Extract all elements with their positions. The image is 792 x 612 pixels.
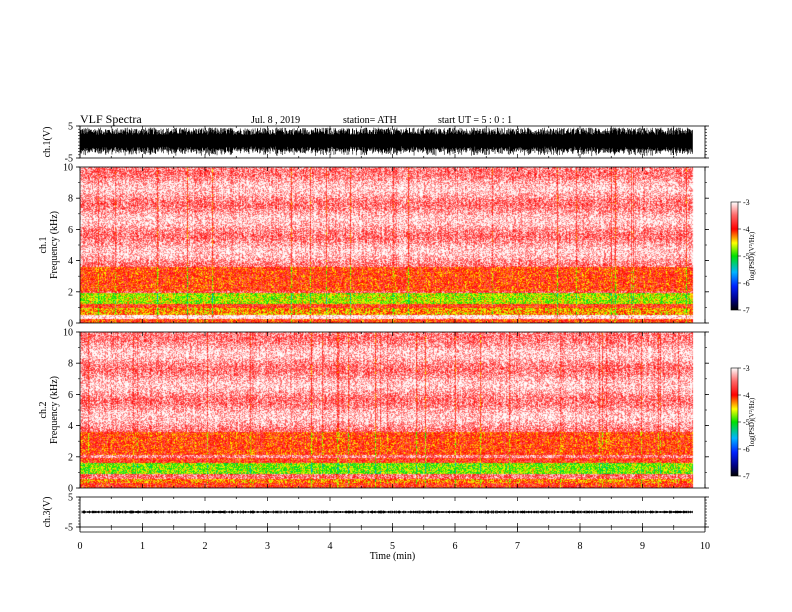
header-start-ut: start UT = 5 : 0 : 1 [438,115,512,126]
ch2-spectrogram-heatmap-canvas [80,332,705,488]
ch3-waveform-panel: 5 -5 ch.3(V) [42,493,709,534]
ch1-spectrogram-heatmap-canvas [80,167,705,323]
time-axis-tick-label: 4 [328,541,333,552]
ch1-colorbar: -3 -4 -5 -6 -7 log(PSD)(V²/Hz) [730,198,756,315]
header-date: Jul. 8 , 2019 [251,115,300,126]
ch1-waveform-trace [79,127,693,157]
ch2-spectrogram-tick-label: 4 [68,421,73,432]
ch1-colorbar-tick-label: -5 [743,252,750,261]
ch2-spectrogram-tick-label: 10 [63,328,73,339]
ch1-colorbar-tick-label: -4 [743,225,750,234]
time-axis-label: Time (min) [370,551,415,562]
figure-title: VLF Spectra [80,112,142,126]
header-station: station= ATH [343,115,397,126]
ch1-spectrogram-tick-label: 0 [68,319,73,330]
ch1-spectrogram-tick-label: 10 [63,163,73,174]
time-axis: 0 1 2 3 4 5 6 7 8 9 10 Time (min) [78,527,710,562]
ch1-spectrogram-tick-label: 8 [68,194,73,205]
ch1-waveform-panel: 5 -5 ch.1(V) [42,122,709,165]
ch2-colorbar-tick-label: -4 [743,391,750,400]
ch1-spectrogram-tick-label: 4 [68,256,73,267]
ch1-colorbar-tick-label: -6 [743,279,750,288]
ch2-colorbar-tick-label: -6 [743,445,750,454]
ch1-colorbar-tick-label: -3 [743,198,750,207]
ch3-waveform-trace [81,510,693,514]
ch2-spectrogram-tick-label: 2 [68,452,73,463]
time-axis-tick-label: 1 [140,541,145,552]
ch2-spectrogram-tick-label: 8 [68,359,73,370]
ch2-spectrogram-ylabel: ch.2Frequency (kHz) [38,376,60,444]
time-axis-tick-label: 5 [390,541,395,552]
ch2-colorbar: -3 -4 -5 -6 -7 log(PSD)(V²/Hz) [730,364,756,481]
ch2-colorbar-scale [730,367,739,477]
time-axis-tick-label: 6 [453,541,458,552]
ch3-waveform-tick-label: 5 [68,493,73,504]
ch2-colorbar-tick-label: -7 [743,472,750,481]
ch2-spectrogram-tick-label: 0 [68,484,73,495]
ch2-spectrogram-panel: 0 2 4 6 8 10 ch.2Frequency (kHz) [38,328,709,495]
time-axis-tick-label: 0 [78,541,83,552]
ch3-waveform-tick-label: -5 [65,523,73,534]
ch2-spectrogram-tick-label: 6 [68,390,73,401]
ch1-spectrogram-heatmap [80,167,705,323]
ch2-colorbar-tick-label: -5 [743,418,750,427]
ch1-spectrogram-ylabel: ch.1Frequency (kHz) [38,211,60,279]
ch3-waveform-ylabel: ch.3(V) [42,497,53,528]
time-axis-tick-label: 10 [700,541,710,552]
ch1-colorbar-label: log(PSD)(V²/Hz) [748,231,756,280]
ch1-colorbar-tick-label: -7 [743,306,750,315]
ch2-spectrogram-heatmap [80,332,705,488]
ch1-spectrogram-panel: 0 2 4 6 8 10 ch.1Frequency (kHz) [38,163,709,330]
ch1-colorbar-scale [730,201,739,311]
ch1-waveform-ylabel: ch.1(V) [42,127,53,158]
time-axis-tick-label: 7 [515,541,520,552]
ch2-colorbar-tick-label: -3 [743,364,750,373]
time-axis-tick-label: 9 [640,541,645,552]
ch1-spectrogram-tick-label: 2 [68,287,73,298]
ch1-spectrogram-tick-label: 6 [68,225,73,236]
time-axis-tick-label: 3 [265,541,270,552]
ch1-waveform-tick-label: -5 [65,154,73,165]
ch1-waveform-tick-label: 5 [68,122,73,133]
time-axis-tick-label: 2 [203,541,208,552]
ch2-colorbar-label: log(PSD)(V²/Hz) [748,397,756,446]
time-axis-tick-label: 8 [578,541,583,552]
